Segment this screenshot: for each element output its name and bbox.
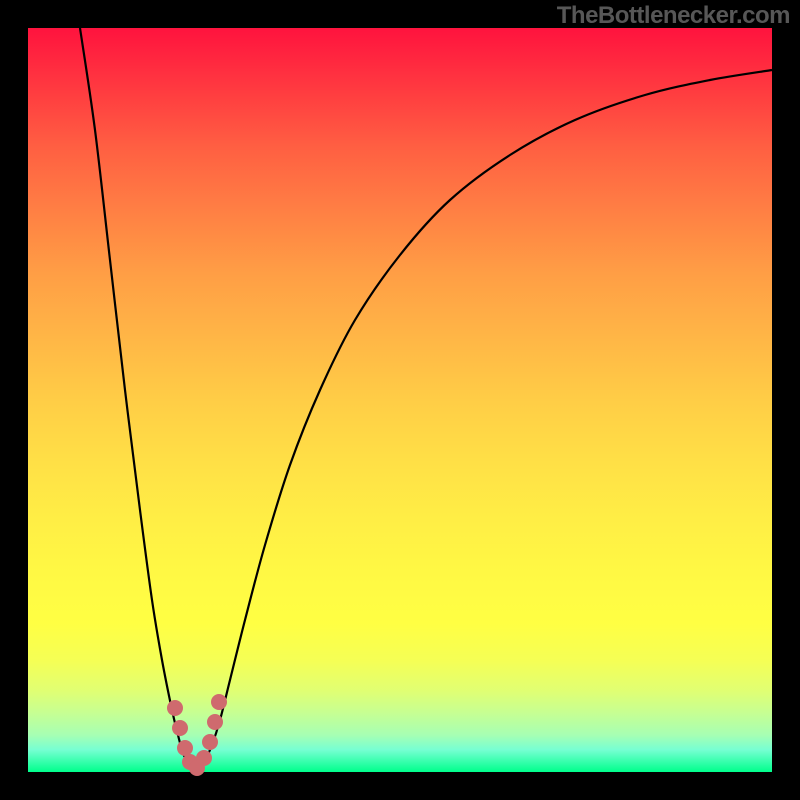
chart-container: TheBottlenecker.com (0, 0, 800, 800)
data-marker (207, 714, 223, 730)
data-marker (177, 740, 193, 756)
chart-svg (0, 0, 800, 800)
data-marker (172, 720, 188, 736)
data-marker (167, 700, 183, 716)
marker-group (167, 694, 227, 776)
bottleneck-curve (80, 28, 772, 770)
data-marker (202, 734, 218, 750)
data-marker (211, 694, 227, 710)
data-marker (196, 750, 212, 766)
watermark-text: TheBottlenecker.com (557, 2, 790, 30)
